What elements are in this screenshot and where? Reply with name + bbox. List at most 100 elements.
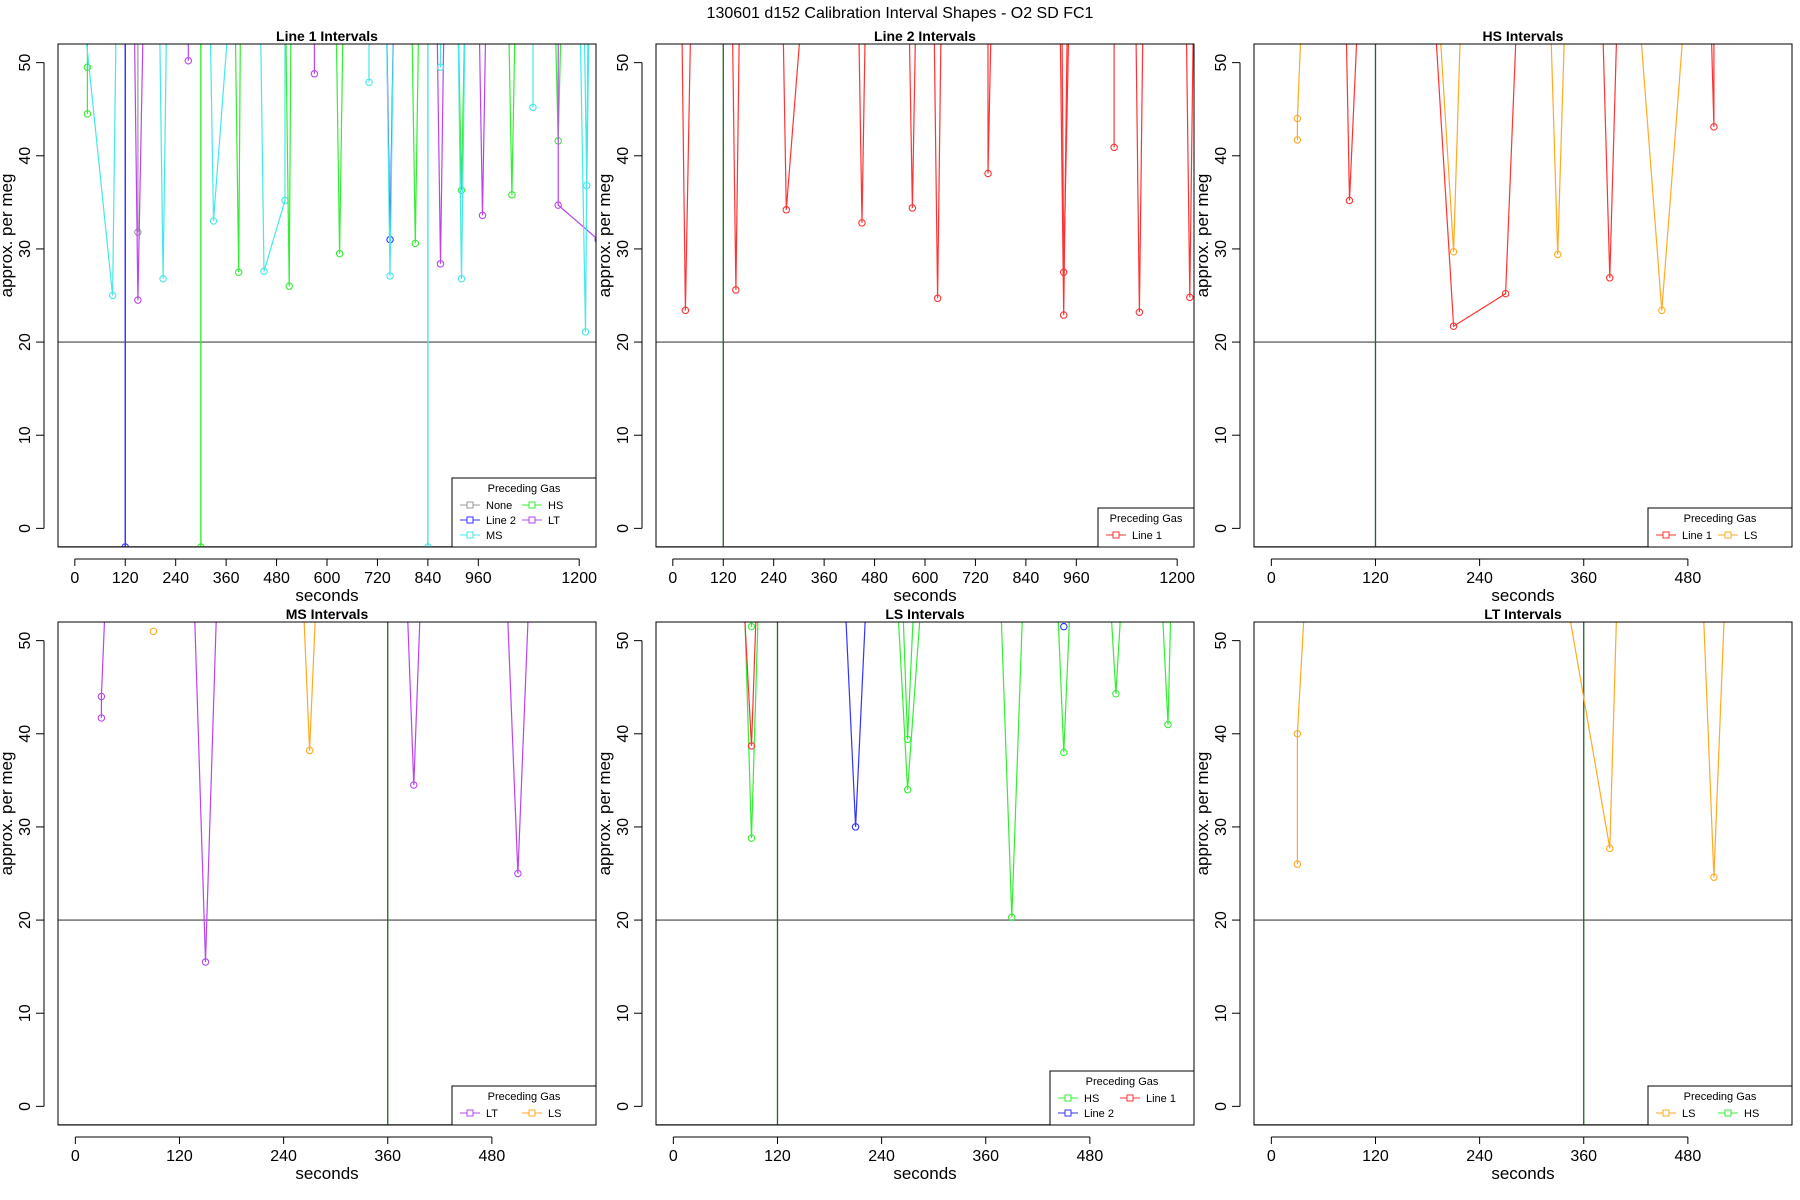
series-line-hs bbox=[411, 44, 419, 244]
data-point bbox=[201, 958, 210, 966]
y-tick-label: 50 bbox=[17, 632, 34, 650]
plot-area bbox=[58, 44, 596, 547]
legend: Preceding Gas LS HS bbox=[1647, 1085, 1793, 1126]
plot-area bbox=[656, 622, 1194, 1125]
x-tick-label: 240 bbox=[868, 1148, 895, 1165]
legend-swatch-marker bbox=[1724, 1109, 1732, 1117]
x-tick-label: 1200 bbox=[1159, 570, 1195, 587]
plot-border bbox=[57, 43, 597, 548]
series-line-hs bbox=[1057, 622, 1070, 753]
data-point bbox=[984, 169, 992, 178]
legend-swatch-marker bbox=[1064, 1094, 1072, 1102]
series-line-line-2 bbox=[845, 622, 866, 827]
x-tick-label: 360 bbox=[1570, 570, 1597, 587]
y-tick-label: 50 bbox=[1213, 632, 1230, 650]
y-tick-label: 40 bbox=[1213, 725, 1230, 743]
panel-title: Line 2 Intervals bbox=[874, 28, 976, 44]
x-tick-label: 0 bbox=[71, 1148, 80, 1165]
series-line-ms bbox=[386, 44, 394, 276]
legend-entry-label: HS bbox=[1084, 1093, 1099, 1105]
y-tick-label: 40 bbox=[1213, 147, 1230, 165]
y-tick-label: 30 bbox=[615, 818, 632, 836]
legend-entry-label: LS bbox=[1744, 530, 1757, 542]
series-line-ls bbox=[1296, 622, 1305, 865]
y-tick-label: 0 bbox=[1213, 524, 1230, 533]
x-tick-label: 0 bbox=[1267, 570, 1276, 587]
legend-swatch-marker bbox=[466, 531, 474, 539]
x-axis-label: seconds bbox=[893, 586, 956, 605]
data-point bbox=[681, 306, 690, 315]
legend-swatch-marker bbox=[1662, 531, 1670, 539]
y-tick-label: 20 bbox=[1213, 333, 1230, 351]
legend-swatch-marker bbox=[466, 501, 474, 509]
chart-panel: HS Intervals 0 10 20 30 40 50 approx. per meg 0 1… bbox=[1193, 28, 1793, 605]
legend-swatch-marker bbox=[1724, 531, 1732, 539]
legend-entry-label: HS bbox=[1744, 1108, 1759, 1120]
series-line-line-1 bbox=[858, 44, 866, 223]
series-line-ms bbox=[579, 44, 589, 332]
series-line-hs bbox=[744, 622, 759, 839]
x-tick-label: 360 bbox=[374, 1148, 401, 1165]
y-tick-label: 0 bbox=[17, 524, 34, 533]
plot-border bbox=[57, 621, 597, 1126]
data-point bbox=[594, 236, 596, 243]
legend-entry-label: Line 2 bbox=[1084, 1108, 1114, 1120]
data-point bbox=[583, 181, 591, 190]
plot-area bbox=[656, 44, 1194, 547]
data-point bbox=[1112, 689, 1120, 698]
data-point bbox=[508, 191, 516, 199]
data-point bbox=[285, 282, 293, 290]
legend-entry-label: Line 1 bbox=[1682, 530, 1712, 542]
series-line-lt bbox=[134, 44, 144, 301]
data-point bbox=[1059, 311, 1068, 319]
panel-title: Line 1 Intervals bbox=[276, 28, 378, 44]
plot-border bbox=[1253, 621, 1793, 1126]
y-tick-label: 30 bbox=[1213, 818, 1230, 836]
data-point bbox=[457, 186, 466, 194]
legend-swatch-marker bbox=[1064, 1109, 1072, 1117]
data-point bbox=[903, 735, 912, 744]
chart-panel: LS Intervals 0 10 20 30 40 50 approx. per meg 0 1… bbox=[595, 606, 1195, 1183]
series-line-line-1 bbox=[1602, 44, 1617, 278]
legend-box bbox=[451, 1085, 597, 1126]
data-point bbox=[436, 63, 445, 72]
legend-entry-label: LT bbox=[486, 1108, 498, 1120]
x-tick-label: 360 bbox=[1570, 1148, 1597, 1165]
data-point bbox=[234, 268, 243, 276]
series-line-ms bbox=[86, 44, 117, 296]
figure-title: 130601 d152 Calibration Interval Shapes … bbox=[707, 5, 1094, 22]
data-point bbox=[1293, 136, 1302, 144]
y-tick-label: 30 bbox=[615, 240, 632, 258]
x-tick-label: 480 bbox=[1675, 1148, 1702, 1165]
legend-swatch-marker bbox=[466, 516, 474, 524]
x-tick-label: 480 bbox=[479, 1148, 506, 1165]
legend-entry-label: HS bbox=[548, 500, 563, 512]
legend: Preceding Gas Line 1 bbox=[1097, 507, 1195, 548]
series-line-lt bbox=[407, 622, 421, 786]
data-point bbox=[1293, 114, 1302, 123]
y-tick-label: 40 bbox=[17, 147, 34, 165]
legend-swatch-marker bbox=[1126, 1094, 1134, 1102]
series-line-line-1 bbox=[1135, 44, 1144, 313]
data-point bbox=[411, 239, 420, 248]
x-axis-label: seconds bbox=[1491, 586, 1554, 605]
y-tick-label: 30 bbox=[1213, 240, 1230, 258]
y-tick-label: 50 bbox=[17, 54, 34, 72]
x-axis-label: seconds bbox=[295, 586, 358, 605]
x-tick-label: 120 bbox=[166, 1148, 193, 1165]
data-point bbox=[908, 204, 917, 212]
x-tick-label: 720 bbox=[962, 570, 989, 587]
legend-swatch-marker bbox=[1112, 531, 1120, 539]
plot-border bbox=[655, 43, 1195, 548]
series-line-hs bbox=[897, 622, 921, 790]
data-point bbox=[1293, 860, 1302, 868]
data-point bbox=[747, 622, 756, 631]
x-tick-label: 0 bbox=[668, 570, 677, 587]
legend-swatch-marker bbox=[1662, 1109, 1670, 1117]
x-tick-label: 960 bbox=[1063, 570, 1090, 587]
y-tick-label: 10 bbox=[1213, 1004, 1230, 1022]
x-tick-label: 240 bbox=[270, 1148, 297, 1165]
data-point bbox=[457, 274, 466, 283]
x-tick-label: 120 bbox=[764, 1148, 791, 1165]
